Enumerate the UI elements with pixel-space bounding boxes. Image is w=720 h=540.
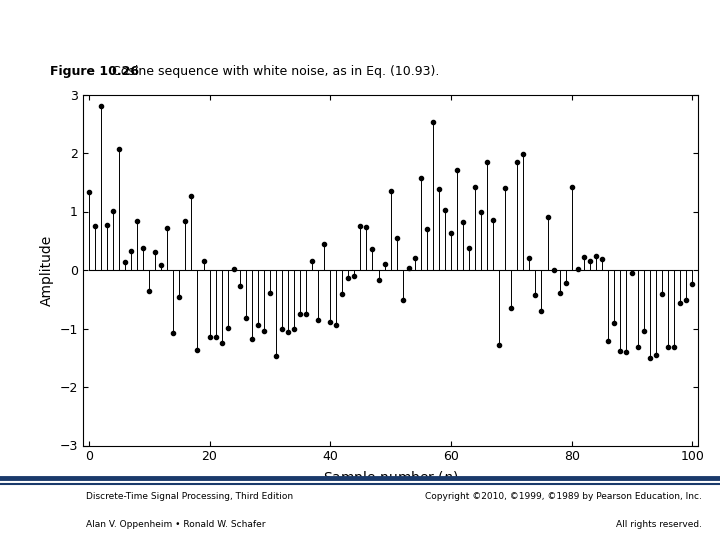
Text: PEARSON: PEARSON <box>22 502 60 509</box>
Text: ∼∼∼∼∼: ∼∼∼∼∼ <box>21 518 62 528</box>
X-axis label: Sample number ($n$): Sample number ($n$) <box>323 469 459 487</box>
Y-axis label: Amplitude: Amplitude <box>40 234 54 306</box>
Text: Figure 10.26: Figure 10.26 <box>50 65 140 78</box>
Text: Cosine sequence with white noise, as in Eq. (10.93).: Cosine sequence with white noise, as in … <box>104 65 440 78</box>
Text: All rights reserved.: All rights reserved. <box>616 520 702 529</box>
Text: Alan V. Oppenheim • Ronald W. Schafer: Alan V. Oppenheim • Ronald W. Schafer <box>86 520 266 529</box>
Text: Discrete-Time Signal Processing, Third Edition: Discrete-Time Signal Processing, Third E… <box>86 491 294 501</box>
Text: Copyright ©2010, ©1999, ©1989 by Pearson Education, Inc.: Copyright ©2010, ©1999, ©1989 by Pearson… <box>425 491 702 501</box>
